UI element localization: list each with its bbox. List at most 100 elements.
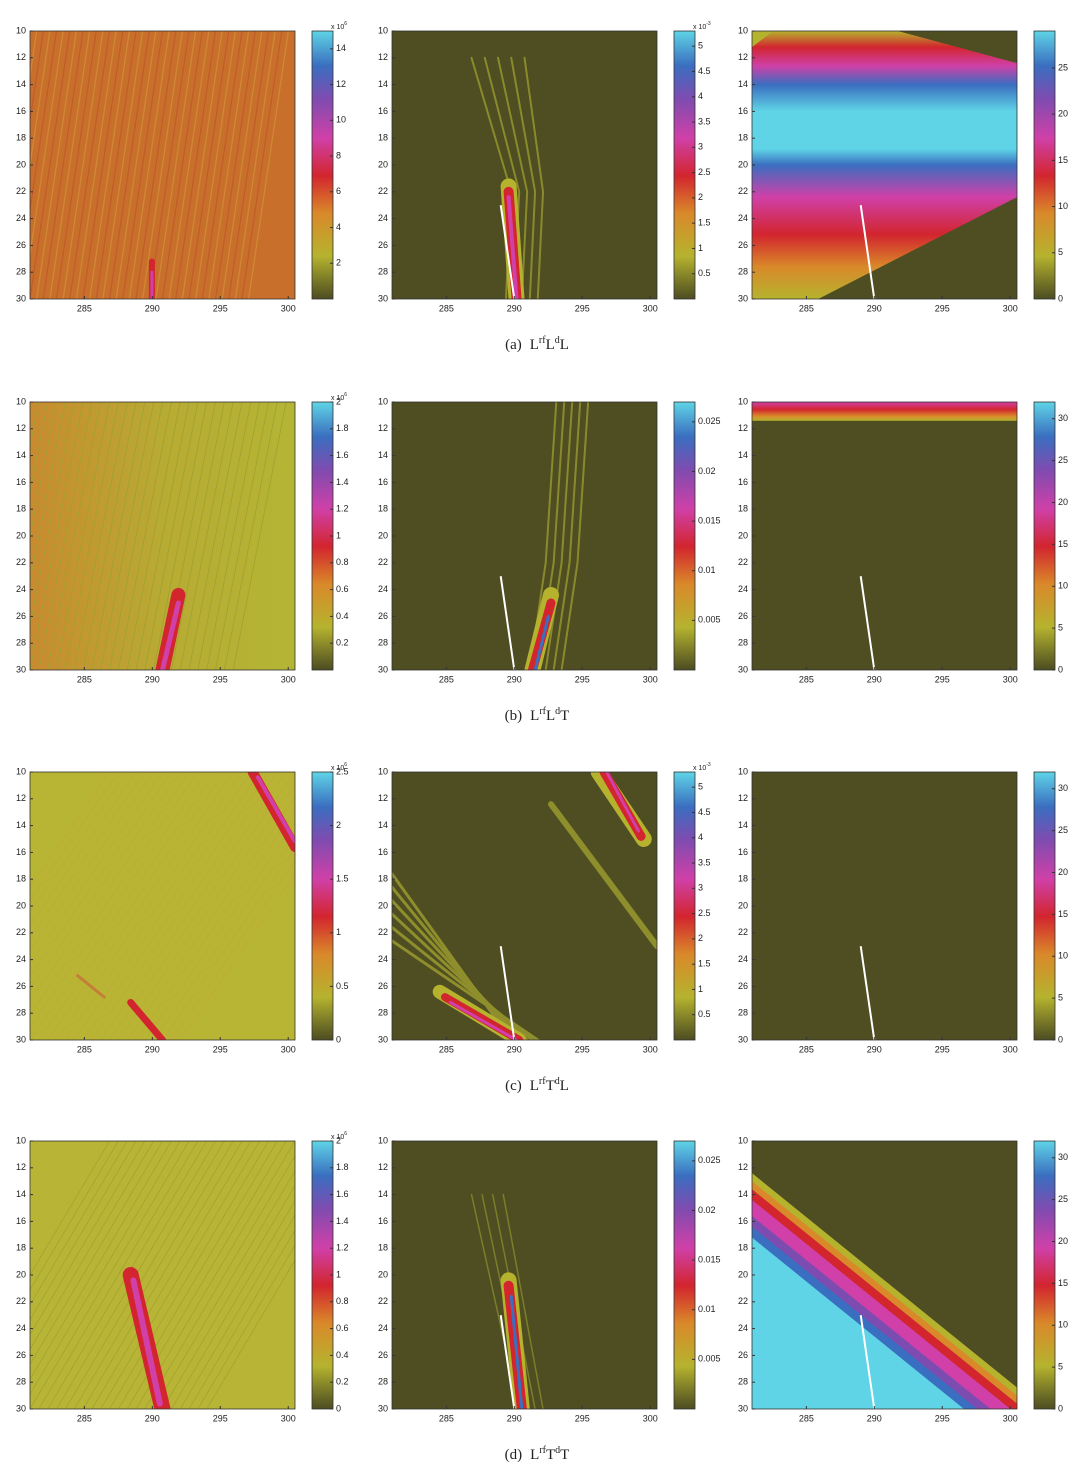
heatmap-streak bbox=[162, 1184, 295, 1409]
heatmap-cell bbox=[752, 402, 1017, 421]
x-tick-label: 295 bbox=[213, 1413, 228, 1423]
y-tick-label: 16 bbox=[16, 106, 26, 116]
y-tick-label: 22 bbox=[738, 927, 748, 937]
heatmap-streak bbox=[30, 1141, 155, 1351]
heatmap-streak bbox=[30, 1141, 172, 1381]
colorbar-tick-label: 1.2 bbox=[336, 1243, 349, 1253]
heatmap-streak bbox=[392, 872, 513, 1040]
heatmap-streak bbox=[153, 835, 295, 1040]
y-tick-label: 22 bbox=[16, 557, 26, 567]
caption-superscript: rf bbox=[539, 335, 546, 346]
y-tick-label: 12 bbox=[16, 423, 26, 433]
x-tick-label: 290 bbox=[867, 674, 882, 684]
y-tick-label: 30 bbox=[738, 293, 748, 303]
heatmap-streak bbox=[175, 31, 217, 299]
y-tick-label: 16 bbox=[738, 477, 748, 487]
heatmap-streak bbox=[115, 31, 157, 299]
heatmap-streak bbox=[30, 31, 58, 214]
overlay-line bbox=[499, 576, 516, 670]
x-tick-label: 300 bbox=[1003, 1413, 1018, 1423]
colorbar bbox=[1033, 401, 1056, 671]
y-tick-label: 12 bbox=[738, 423, 748, 433]
y-tick-label: 20 bbox=[378, 530, 388, 540]
colorbar-tick-label: 0.4 bbox=[336, 1350, 349, 1360]
heatmap-streak bbox=[30, 772, 119, 901]
colorbar-tick-label: 8 bbox=[336, 150, 341, 160]
heatmap-region bbox=[752, 1237, 964, 1409]
colorbar-tick-label: 1 bbox=[336, 927, 341, 937]
heatmap-image bbox=[752, 772, 1017, 1040]
y-tick-label: 18 bbox=[16, 1243, 26, 1253]
colorbar-tick-label: 0.6 bbox=[336, 1323, 349, 1333]
colorbar-multiplier: x 10-3 bbox=[693, 21, 711, 31]
y-tick-label: 22 bbox=[738, 186, 748, 196]
heatmap-streak bbox=[82, 402, 137, 670]
x-tick-label: 285 bbox=[799, 1044, 814, 1054]
y-tick-label: 12 bbox=[16, 1162, 26, 1172]
y-tick-label: 30 bbox=[378, 1034, 388, 1044]
y-tick-label: 10 bbox=[378, 1135, 388, 1145]
heatmap-streak bbox=[241, 31, 283, 299]
y-tick-label: 20 bbox=[16, 900, 26, 910]
heatmap-streak bbox=[109, 1141, 269, 1409]
heatmap-streak bbox=[73, 402, 128, 670]
y-tick-label: 26 bbox=[378, 981, 388, 991]
y-tick-label: 26 bbox=[378, 1350, 388, 1360]
y-tick-label: 14 bbox=[16, 820, 26, 830]
overlay-line bbox=[859, 205, 876, 299]
y-tick-label: 10 bbox=[738, 396, 748, 406]
y-tick-label: 22 bbox=[16, 1296, 26, 1306]
heatmap-streak bbox=[30, 31, 64, 259]
heatmap-streak bbox=[552, 402, 582, 670]
heatmap-streak bbox=[155, 31, 197, 299]
colorbar-tick-label: 10 bbox=[1058, 581, 1068, 591]
colorbar-tick-label: 15 bbox=[1058, 909, 1068, 919]
colorbar-tick-label: 30 bbox=[1058, 783, 1068, 793]
heatmap-streak bbox=[56, 772, 243, 1040]
x-tick-label: 295 bbox=[213, 674, 228, 684]
heatmap-streak bbox=[38, 402, 93, 670]
x-tick-label: 290 bbox=[507, 1413, 522, 1423]
caption-symbol: L bbox=[560, 1078, 569, 1094]
x-tick-label: 285 bbox=[439, 1413, 454, 1423]
colorbar-tick-label: 1 bbox=[336, 1269, 341, 1279]
x-tick-label: 285 bbox=[799, 1413, 814, 1423]
colorbar-tick-label: 1.5 bbox=[698, 218, 711, 228]
heatmap-streak bbox=[153, 402, 208, 670]
heatmap-image bbox=[752, 402, 1017, 670]
colorbar-tick-label: 5 bbox=[1058, 993, 1063, 1003]
colorbar-tick-label: 0.015 bbox=[698, 1254, 721, 1264]
heatmap-streak bbox=[30, 1141, 190, 1409]
colorbar-tick-label: 5 bbox=[698, 41, 703, 51]
y-tick-label: 16 bbox=[378, 477, 388, 487]
heatmap-streak bbox=[179, 1214, 295, 1409]
y-tick-label: 30 bbox=[16, 1034, 26, 1044]
heatmap-streak bbox=[102, 31, 144, 299]
heatmap-streak bbox=[47, 772, 234, 1040]
colorbar-tick-label: 0.2 bbox=[336, 1377, 349, 1387]
heatmap-streak bbox=[73, 1141, 234, 1409]
y-tick-label: 18 bbox=[738, 1243, 748, 1253]
y-tick-label: 28 bbox=[378, 267, 388, 277]
heatmap-streak bbox=[148, 31, 190, 299]
heatmap-streak bbox=[188, 31, 230, 299]
subfigure-caption: (c) LrfTdL bbox=[505, 1076, 569, 1094]
x-tick-label: 295 bbox=[575, 674, 590, 684]
x-tick-label: 295 bbox=[575, 303, 590, 313]
heatmap-streak bbox=[234, 31, 276, 299]
y-tick-label: 18 bbox=[16, 874, 26, 884]
heatmap-streak bbox=[201, 31, 243, 299]
y-tick-label: 20 bbox=[738, 530, 748, 540]
colorbar-tick-label: 0.02 bbox=[698, 1205, 716, 1215]
colorbar bbox=[311, 771, 334, 1041]
heatmap-streak bbox=[47, 402, 102, 670]
colorbar-tick-label: 0 bbox=[336, 1034, 341, 1044]
heatmap-streak bbox=[95, 31, 137, 299]
y-tick-label: 20 bbox=[738, 900, 748, 910]
heatmap-streak bbox=[144, 822, 295, 1040]
y-tick-label: 16 bbox=[16, 477, 26, 487]
x-tick-label: 300 bbox=[643, 1413, 658, 1423]
heatmap-streak bbox=[30, 772, 146, 939]
